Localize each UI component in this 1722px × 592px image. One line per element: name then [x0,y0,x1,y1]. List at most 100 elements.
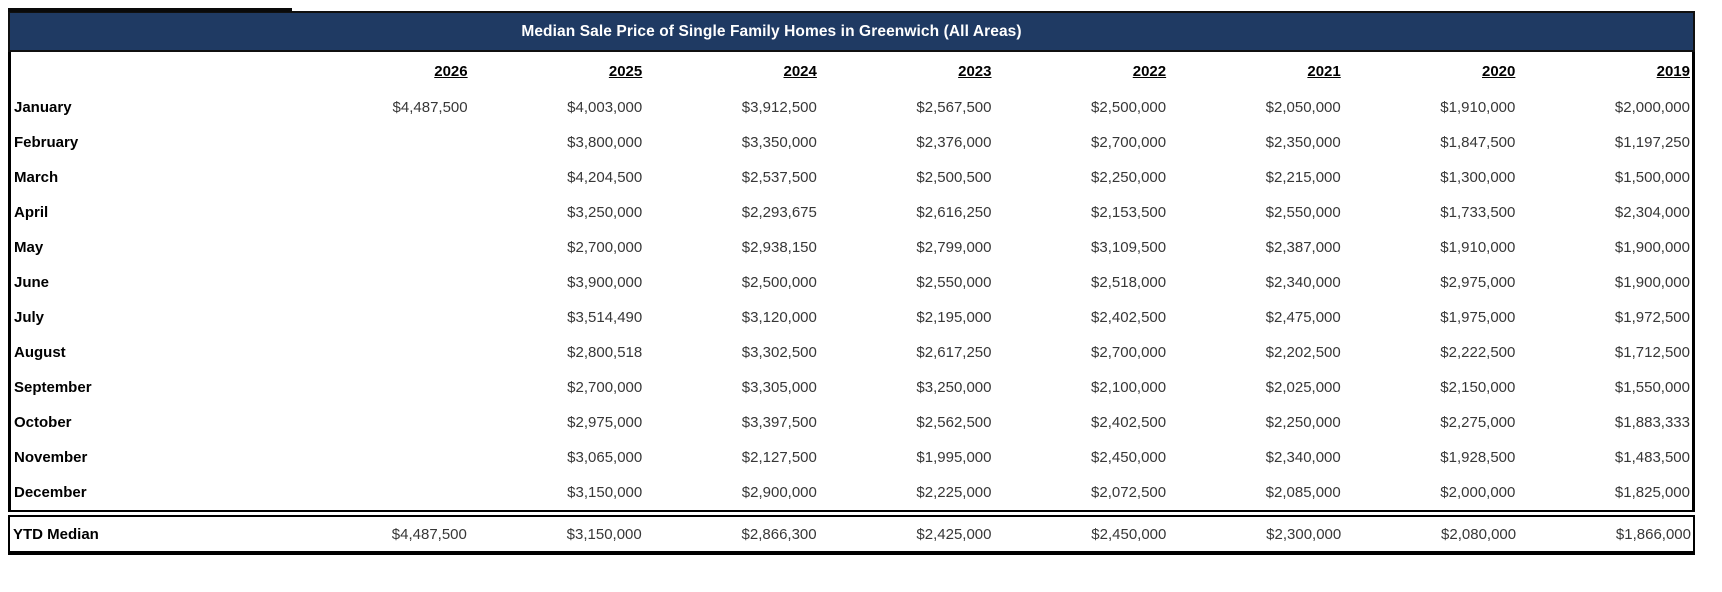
price-cell: $2,000,000 [1614,99,1690,116]
table-row-august: August $2,800,518 $3,302,500 $2,617,250 $2,7… [11,335,1692,370]
price-cell: $2,500,000 [741,274,817,291]
price-cell: $2,215,000 [1265,169,1341,186]
price-cell: $2,376,000 [916,134,992,151]
table-row-may: May $2,700,000 $2,938,150 $2,799,000 $3,109,… [11,230,1692,265]
price-cell: $3,800,000 [567,134,643,151]
price-cell: $3,514,490 [567,309,643,326]
month-label: December [14,484,87,501]
price-cell: $2,250,000 [1091,169,1167,186]
top-left-border-notch [8,8,292,12]
price-cell: $1,197,250 [1614,134,1690,151]
price-cell: $3,305,000 [741,379,817,396]
price-cell: $2,700,000 [1091,134,1167,151]
price-cell: $2,402,500 [1091,309,1167,326]
price-cell: $3,250,000 [567,204,643,221]
price-cell: $1,500,000 [1614,169,1690,186]
price-cell: $1,733,500 [1440,204,1516,221]
price-cell: $2,799,000 [916,239,992,256]
price-cell: $2,938,150 [741,239,817,256]
price-cell: $2,100,000 [1091,379,1167,396]
price-cell: $3,065,000 [567,449,643,466]
month-label: March [14,169,59,186]
price-cell: $2,222,500 [1440,344,1516,361]
price-cell: $2,800,518 [567,344,643,361]
price-cell: $2,567,500 [916,99,992,116]
table-row-november: November $3,065,000 $2,127,500 $1,995,000 $2… [11,440,1692,475]
price-cell: $2,550,000 [1265,204,1341,221]
price-cell: $2,700,000 [1091,344,1167,361]
price-cell: $3,150,000 [567,484,643,501]
table-row-january: January $4,487,500 $4,003,000 $3,912,500 $2,… [11,90,1692,125]
price-cell: $2,700,000 [567,239,643,256]
price-cell: $3,350,000 [741,134,817,151]
month-label: August [14,344,66,361]
month-label: May [14,239,44,256]
ytd-price-cell: $2,425,000 [916,525,992,543]
table-row-april: April $3,250,000 $2,293,675 $2,616,250 $2,15… [11,195,1692,230]
month-label: June [14,274,50,291]
price-cell: $2,072,500 [1091,484,1167,501]
price-cell: $2,304,000 [1614,204,1690,221]
year-header-row: 2026 2025 2024 2023 2022 2021 2020 2019 [11,52,1692,90]
month-label: October [14,414,72,431]
table-row-september: September $2,700,000 $3,305,000 $3,250,000 $… [11,370,1692,405]
ytd-price-cell: $2,450,000 [1091,525,1167,543]
price-cell: $1,847,500 [1440,134,1516,151]
price-cell: $2,402,500 [1091,414,1167,431]
table-row-february: February $3,800,000 $3,350,000 $2,376,000 $2… [11,125,1692,160]
year-header-2022: 2022 [1132,62,1167,80]
price-cell: $4,487,500 [392,99,468,116]
price-cell: $2,550,000 [916,274,992,291]
price-cell: $2,450,000 [1091,449,1167,466]
month-label: September [14,379,92,396]
price-cell: $2,562,500 [916,414,992,431]
price-cell: $3,109,500 [1091,239,1167,256]
price-cell: $1,900,000 [1614,239,1690,256]
table-row-july: July $3,514,490 $3,120,000 $2,195,000 $2,402… [11,300,1692,335]
price-cell: $2,293,675 [741,204,817,221]
year-header-2026: 2026 [434,62,468,80]
price-cell: $1,550,000 [1614,379,1690,396]
ytd-price-cell: $2,866,300 [741,525,817,543]
price-cell: $3,302,500 [741,344,817,361]
price-cell: $3,912,500 [741,99,817,116]
price-cell: $2,616,250 [916,204,992,221]
price-cell: $2,150,000 [1440,379,1516,396]
price-cell: $2,475,000 [1265,309,1341,326]
price-cell: $1,825,000 [1614,484,1690,501]
table-row-march: March $4,204,500 $2,537,500 $2,500,500 $2,25… [11,160,1692,195]
price-cell: $3,900,000 [567,274,643,291]
price-cell: $2,195,000 [916,309,992,326]
price-cell: $1,483,500 [1614,449,1690,466]
year-header-2024: 2024 [783,62,817,80]
year-header-2025: 2025 [608,62,643,80]
price-cell: $2,202,500 [1265,344,1341,361]
price-cell: $2,387,000 [1265,239,1341,256]
price-cell: $2,050,000 [1265,99,1341,116]
month-label: February [14,134,79,151]
price-cell: $2,900,000 [741,484,817,501]
price-cell: $4,204,500 [567,169,643,186]
price-cell: $2,275,000 [1440,414,1516,431]
ytd-median-label: YTD Median [13,525,99,543]
price-cell: $2,350,000 [1265,134,1341,151]
table-row-october: October $2,975,000 $3,397,500 $2,562,500 $2,… [11,405,1692,440]
month-label: November [14,449,88,466]
price-cell: $1,900,000 [1614,274,1690,291]
price-cell: $1,928,500 [1440,449,1516,466]
price-cell: $1,300,000 [1440,169,1516,186]
price-cell: $2,000,000 [1440,484,1516,501]
price-cell: $2,250,000 [1265,414,1341,431]
price-cell: $1,910,000 [1440,239,1516,256]
price-cell: $2,617,250 [916,344,992,361]
price-cell: $2,975,000 [567,414,643,431]
price-cell: $1,883,333 [1614,414,1690,431]
price-cell: $2,340,000 [1265,449,1341,466]
price-cell: $3,120,000 [741,309,817,326]
price-cell: $2,085,000 [1265,484,1341,501]
ytd-price-cell: $4,487,500 [391,525,467,543]
year-header-2020: 2020 [1482,62,1516,80]
month-label: April [14,204,49,221]
median-sale-price-table: Median Sale Price of Single Family Homes… [8,8,1695,555]
